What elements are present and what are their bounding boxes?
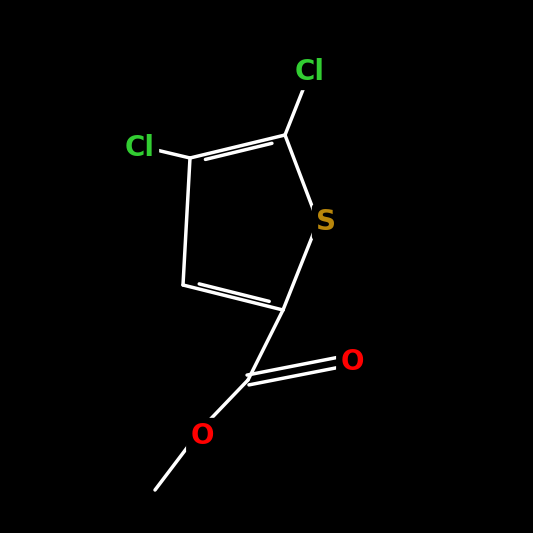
Text: S: S — [316, 208, 336, 236]
Text: Cl: Cl — [125, 134, 155, 162]
Text: O: O — [340, 348, 364, 376]
Text: O: O — [190, 422, 214, 450]
Text: Cl: Cl — [295, 58, 325, 86]
